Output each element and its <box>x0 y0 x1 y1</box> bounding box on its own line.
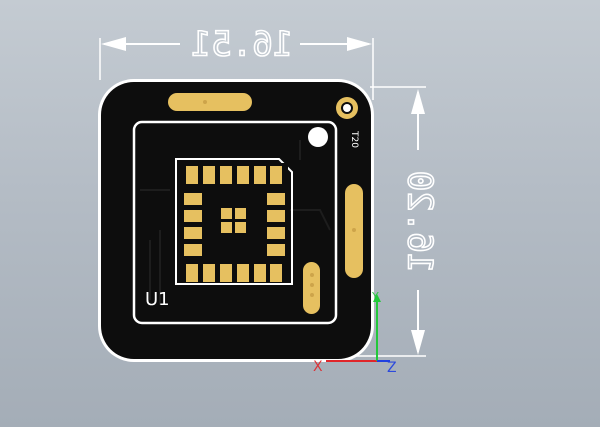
chip-pad-right-3 <box>267 227 285 239</box>
chip-pad-right-1 <box>267 193 285 205</box>
chip-center-pad-2 <box>235 208 246 219</box>
board-traces <box>140 140 331 305</box>
width-dimension-label: 16.51 <box>191 25 293 65</box>
chip-pad-bottom-1 <box>186 264 198 282</box>
pcb-board[interactable] <box>98 79 374 362</box>
height-dimension <box>345 86 426 357</box>
chip-pad-top-3 <box>220 166 232 184</box>
chip-pad-left-1 <box>184 193 202 205</box>
module-outline <box>132 120 338 325</box>
chip-center-pad-3 <box>221 222 232 233</box>
chip-pad-bottom-5 <box>254 264 266 282</box>
width-dimension <box>99 37 374 100</box>
chip-pad-left-2 <box>184 210 202 222</box>
chip-center-pad-4 <box>235 222 246 233</box>
chip-pad-bottom-2 <box>203 264 215 282</box>
chip-pad-top-2 <box>203 166 215 184</box>
chip-pads <box>184 166 285 282</box>
chip-outline <box>175 158 293 285</box>
height-dimension-label: 16.20 <box>400 171 440 273</box>
chip-pad-left-3 <box>184 227 202 239</box>
axis-triad: X Y Z <box>313 290 397 376</box>
chip-pad-top-1 <box>186 166 198 184</box>
pin-header-pad <box>303 262 320 314</box>
chip-pad-left-4 <box>184 244 202 256</box>
chip-pad-bottom-6 <box>270 264 282 282</box>
axis-z-label: Z <box>387 360 397 376</box>
component-label: T20 <box>349 130 359 148</box>
chip-pad-top-5 <box>254 166 266 184</box>
chip-pad-right-2 <box>267 210 285 222</box>
chip-pad-top-6 <box>270 166 282 184</box>
axis-x-label: X <box>313 359 323 375</box>
vias <box>203 100 356 297</box>
chip-center-pad-1 <box>221 208 232 219</box>
chip-pad-bottom-3 <box>220 264 232 282</box>
chip-pad-top-4 <box>237 166 249 184</box>
chip-pad-right-4 <box>267 244 285 256</box>
axis-y-label: Y <box>371 290 379 303</box>
reference-designator: U1 <box>145 289 170 310</box>
mounting-hole <box>308 104 351 147</box>
top-pad <box>168 93 252 111</box>
pads <box>168 93 363 314</box>
chip-pad-bottom-4 <box>237 264 249 282</box>
